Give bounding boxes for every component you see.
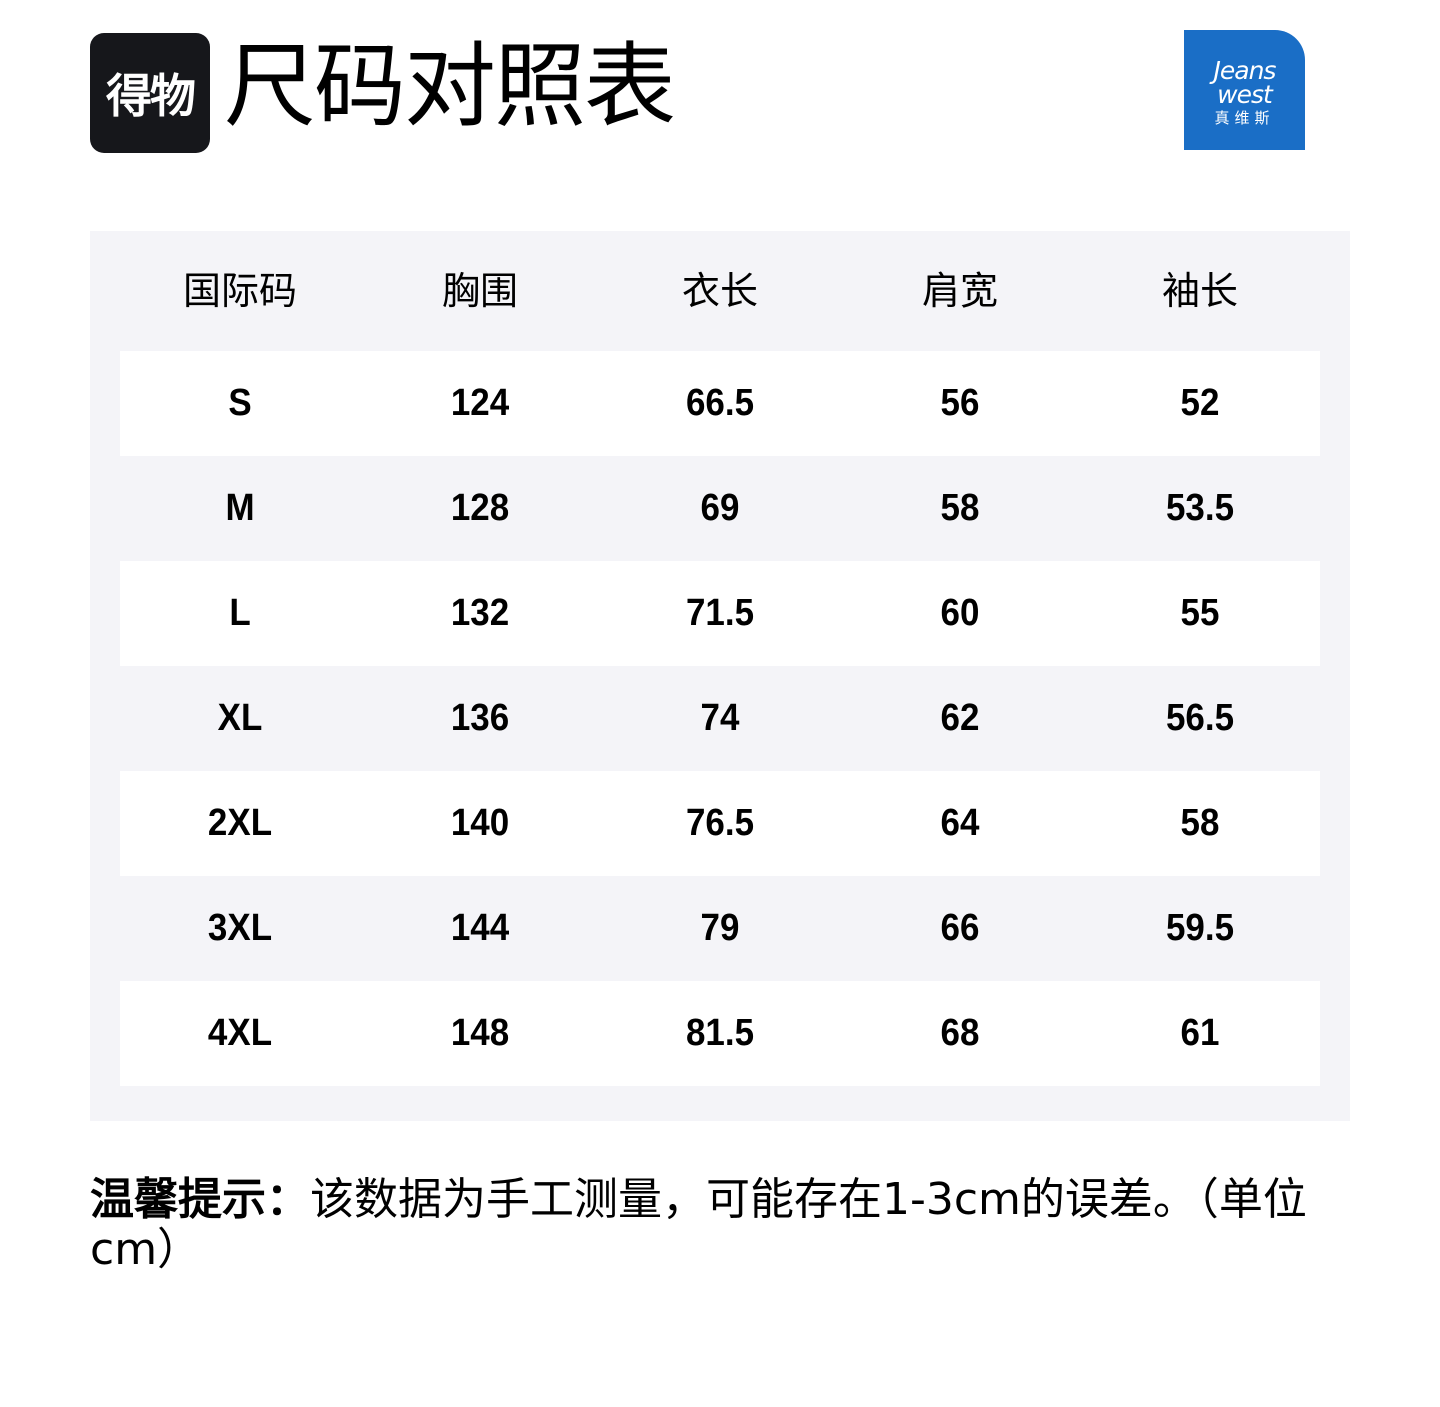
table-cell: 132 xyxy=(450,592,510,634)
column-header: 肩宽 xyxy=(921,269,998,313)
jeanswest-logo: Jeans west 真维斯 xyxy=(1184,30,1305,150)
table-cell: 59.5 xyxy=(1165,907,1235,949)
page-title: 尺码对照表 xyxy=(224,33,676,140)
tip-note: 温馨提示：该数据为手工测量，可能存在1-3cm的误差。（单位cm） xyxy=(90,1175,1350,1275)
table-row: 3XL 144 79 66 59.5 xyxy=(120,876,1320,981)
table-cell: XL xyxy=(217,697,263,739)
column-header: 国际码 xyxy=(182,269,297,313)
table-row: 2XL 140 76.5 64 58 xyxy=(120,771,1320,876)
dewu-logo: 得物 xyxy=(90,33,210,153)
table-cell: 64 xyxy=(940,802,980,844)
table-cell: 3XL xyxy=(207,907,273,949)
table-cell: 124 xyxy=(450,382,510,424)
logo-line3: 真维斯 xyxy=(1214,109,1275,127)
column-header: 胸围 xyxy=(441,269,518,313)
table-cell: 58 xyxy=(1180,802,1220,844)
tip-label: 温馨提示： xyxy=(90,1174,310,1225)
table-cell: 71.5 xyxy=(685,592,755,634)
size-table: 国际码 胸围 衣长 肩宽 袖长 S 124 66.5 56 52 M 128 69 58 53.5 L 132… xyxy=(90,231,1350,1121)
table-row: L 132 71.5 60 55 xyxy=(120,561,1320,666)
table-cell: S xyxy=(228,382,252,424)
table-cell: 79 xyxy=(700,907,740,949)
table-cell: 62 xyxy=(940,697,980,739)
logo-line2: west xyxy=(1217,80,1273,109)
dewu-logo-text: 得物 xyxy=(106,69,196,123)
table-cell: 136 xyxy=(450,697,510,739)
table-cell: 52 xyxy=(1180,382,1220,424)
table-header: 国际码 胸围 衣长 肩宽 袖长 xyxy=(120,231,1320,351)
table-cell: M xyxy=(225,487,255,529)
table-cell: 56 xyxy=(940,382,980,424)
column-header: 衣长 xyxy=(681,269,758,313)
table-cell: 144 xyxy=(450,907,510,949)
table-cell: 69 xyxy=(700,487,740,529)
table-cell: 76.5 xyxy=(685,802,755,844)
table-row: 4XL 148 81.5 68 61 xyxy=(120,981,1320,1086)
table-cell: 128 xyxy=(450,487,510,529)
table-cell: 2XL xyxy=(207,802,273,844)
table-cell: 68 xyxy=(940,1012,980,1054)
table-cell: 74 xyxy=(700,697,740,739)
table-row: S 124 66.5 56 52 xyxy=(120,351,1320,456)
table-cell: 140 xyxy=(450,802,510,844)
table-cell: 148 xyxy=(450,1012,510,1054)
table-cell: 4XL xyxy=(207,1012,273,1054)
column-header: 袖长 xyxy=(1161,269,1238,313)
logo-line1: Jeans xyxy=(1213,56,1277,85)
table-cell: 56.5 xyxy=(1165,697,1235,739)
table-cell: 58 xyxy=(940,487,980,529)
table-cell: 66 xyxy=(940,907,980,949)
table-cell: L xyxy=(229,592,251,634)
table-row: M 128 69 58 53.5 xyxy=(120,456,1320,561)
table-cell: 60 xyxy=(940,592,980,634)
table-cell: 66.5 xyxy=(685,382,755,424)
table-cell: 55 xyxy=(1180,592,1220,634)
table-cell: 61 xyxy=(1180,1012,1220,1054)
table-cell: 81.5 xyxy=(685,1012,755,1054)
tip-text: 该数据为手工测量，可能存在1-3cm的误差。（单位cm） xyxy=(90,1174,1307,1275)
table-row: XL 136 74 62 56.5 xyxy=(120,666,1320,771)
table-cell: 53.5 xyxy=(1165,487,1235,529)
